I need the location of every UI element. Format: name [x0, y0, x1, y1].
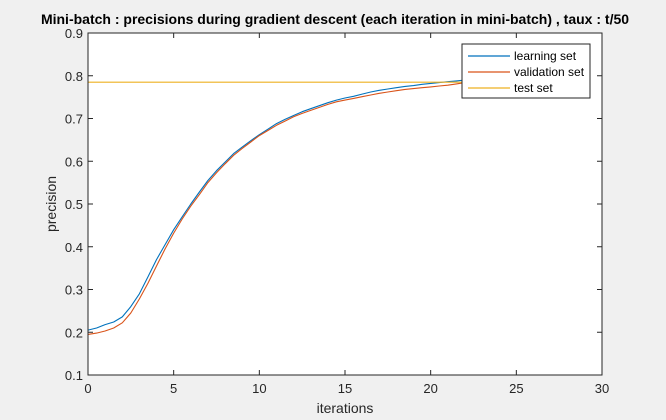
- y-tick-label: 0.5: [65, 197, 83, 212]
- legend-box: [461, 43, 591, 99]
- chart-title: Mini-batch : precisions during gradient …: [41, 11, 629, 27]
- series-line-validation-set: [87, 82, 465, 335]
- x-tick-label: 30: [595, 381, 609, 396]
- x-tick-label: 10: [252, 381, 266, 396]
- legend-label-validation: validation set: [514, 65, 585, 79]
- x-tick-label: 5: [170, 381, 177, 396]
- legend-label-learning: learning set: [514, 49, 577, 63]
- y-tick-label: 0.7: [65, 112, 83, 127]
- legend: learning set validation set test set: [461, 43, 591, 99]
- y-tick-label: 0.8: [65, 69, 83, 84]
- x-tick-label: 25: [509, 381, 523, 396]
- x-tick-label: 0: [84, 381, 91, 396]
- y-axis: 0.1 0.2 0.3 0.4 0.5 0.6 0.7 0.8 0.9: [65, 26, 602, 383]
- y-tick-label: 0.9: [65, 26, 83, 41]
- y-tick-label: 0.4: [65, 240, 83, 255]
- y-tick-label: 0.1: [65, 368, 83, 383]
- series-line-learning-set: [87, 79, 465, 331]
- y-axis-label: precision: [43, 176, 59, 232]
- legend-label-test: test set: [514, 81, 553, 95]
- y-tick-label: 0.3: [65, 283, 83, 298]
- x-axis-label: iterations: [317, 400, 374, 416]
- x-axis: 0 5 10 15 20 25 30: [84, 33, 609, 396]
- y-tick-label: 0.2: [65, 325, 83, 340]
- x-tick-label: 15: [338, 381, 352, 396]
- x-tick-label: 20: [423, 381, 437, 396]
- series-layer: [87, 79, 465, 335]
- y-tick-label: 0.6: [65, 154, 83, 169]
